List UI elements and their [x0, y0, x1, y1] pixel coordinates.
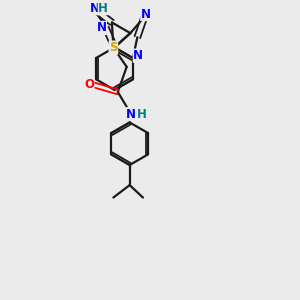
Text: S: S: [109, 41, 118, 54]
Text: H: H: [136, 108, 146, 121]
Text: H: H: [98, 2, 108, 15]
Text: N: N: [141, 8, 151, 21]
Text: N: N: [133, 49, 143, 62]
Text: N: N: [96, 21, 106, 34]
Text: N: N: [125, 108, 136, 121]
Text: O: O: [84, 78, 94, 91]
Text: N: N: [90, 2, 100, 15]
